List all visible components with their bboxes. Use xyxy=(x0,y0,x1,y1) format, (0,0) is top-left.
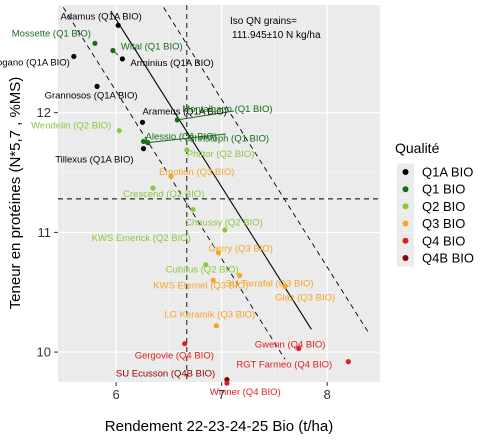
data-point xyxy=(345,359,351,365)
data-point xyxy=(213,323,219,329)
data-point xyxy=(119,56,125,62)
point-label: Mossette (Q1 BIO) xyxy=(12,28,91,39)
point-label: Crescend (Q2 BIO) xyxy=(123,189,204,200)
point-label: Grannosos (Q1A BIO) xyxy=(45,90,138,101)
montalbano-leader xyxy=(177,110,235,121)
data-point xyxy=(115,22,121,28)
point-label: KWS Emerick (Q2 BIO) xyxy=(92,233,191,244)
legend-title: Qualité xyxy=(395,140,440,156)
point-label: Wital (Q1 BIO) xyxy=(121,41,183,52)
point-label: Wendelin (Q2 BIO) xyxy=(31,121,111,132)
point-label: Togano (Q1A BIO) xyxy=(0,57,70,68)
legend-item-label: Q4B BIO xyxy=(422,251,474,266)
point-label: Tillexus (Q1A BIO) xyxy=(55,155,133,166)
legend-marker xyxy=(402,255,409,261)
point-label: LG Keramik (Q3 BIO) xyxy=(164,310,255,321)
y-axis-title: Teneur en protéines (N*5,7 , %MS) xyxy=(7,77,24,310)
point-label: Arminius (Q1A BIO) xyxy=(130,58,213,69)
data-point xyxy=(236,272,243,279)
data-point xyxy=(296,345,302,352)
data-point xyxy=(116,128,122,134)
legend-marker xyxy=(402,237,409,244)
point-label: Alessio (Q1 BIO) xyxy=(146,131,217,142)
point-label: Glaz (Q3 BIO) xyxy=(275,292,335,303)
point-label: SU Tarrafal (Q3 BIO) xyxy=(226,278,314,289)
point-label: Montalbano (Q1 BIO) xyxy=(182,104,272,115)
point-label: Arameus (Q1A BIO) xyxy=(142,106,226,117)
data-point xyxy=(210,277,216,283)
data-point xyxy=(140,146,147,152)
plot-panel xyxy=(58,5,380,382)
point-label: Chaussy (Q2 BIO) xyxy=(185,218,263,229)
legend-marker xyxy=(402,203,409,210)
legend-marker xyxy=(402,186,409,193)
point-label: Gergovie (Q4 BIO) xyxy=(135,351,214,362)
y-tick-label: 12 xyxy=(37,105,51,120)
y-tick-label: 10 xyxy=(37,345,51,360)
y-tick-label: 11 xyxy=(38,225,52,240)
iso-annotation-line1: Iso QN grains= xyxy=(230,16,297,27)
point-label: Winner (Q4 BIO) xyxy=(210,387,281,398)
data-point xyxy=(150,185,156,191)
data-point xyxy=(140,138,147,145)
point-label: Cubitus (Q2 BIO) xyxy=(166,265,239,276)
data-point xyxy=(184,147,190,153)
point-label: Gerry (Q3 BIO) xyxy=(208,244,272,255)
legend-item-label: Q2 BIO xyxy=(422,199,465,214)
data-point xyxy=(182,341,188,347)
legend-marker xyxy=(402,169,409,175)
legend: Qualité Q1A BIO Q1 BIO Q2 BIO Q3 BIO Q4 BIO Q… xyxy=(395,140,474,267)
data-point xyxy=(92,40,98,46)
x-axis-title: Rendement 22-23-24-25 Bio (t/ha) xyxy=(105,418,333,435)
data-point xyxy=(174,117,180,123)
christoph-leader xyxy=(147,133,227,144)
y-axis-ticks: 10 11 12 xyxy=(37,105,58,360)
data-point xyxy=(190,207,196,213)
x-tick-label: 7 xyxy=(218,387,225,402)
legend-item-label: Q1A BIO xyxy=(422,165,473,180)
point-label: Christoph (Q1 BIO) xyxy=(188,134,269,145)
point-label: Philtor (Q2 BIO) xyxy=(187,149,255,160)
data-points xyxy=(71,22,351,386)
point-label: Emotion (Q3 BIO) xyxy=(159,167,235,178)
data-point xyxy=(168,173,174,179)
data-point xyxy=(145,140,151,146)
legend-item-label: Q4 BIO xyxy=(422,233,465,248)
legend-marker xyxy=(402,220,409,227)
data-point xyxy=(94,83,100,89)
point-label: RGT Farmeo (Q4 BIO) xyxy=(236,360,332,371)
legend-item-label: Q1 BIO xyxy=(422,182,465,197)
point-label: SU Ecusson (Q4B BIO) xyxy=(116,369,215,380)
data-point xyxy=(110,47,116,54)
x-tick-label: 6 xyxy=(112,387,119,402)
x-tick-label: 8 xyxy=(324,387,331,402)
iso-qn-center-line xyxy=(110,10,312,330)
x-axis-ticks: 6 7 8 xyxy=(112,382,331,402)
data-point xyxy=(282,283,288,289)
data-point xyxy=(139,119,146,125)
point-labels: Adamus (Q1A BIO) Mossette (Q1 BIO) Wital (… xyxy=(0,11,335,398)
legend-item-label: Q3 BIO xyxy=(422,216,465,231)
iso-qn-lower-bound xyxy=(62,7,286,360)
data-point xyxy=(203,262,209,268)
iso-qn-upper-bound xyxy=(163,7,370,335)
data-point xyxy=(222,227,228,233)
data-point xyxy=(224,377,230,383)
point-label: Adamus (Q1A BIO) xyxy=(61,11,142,22)
data-point xyxy=(215,250,222,256)
grid-lines xyxy=(58,5,381,382)
point-label: Gwenn (Q4 BIO) xyxy=(255,339,326,350)
iso-annotation-line2: 111.945±10 N kg/ha xyxy=(232,30,321,41)
data-point xyxy=(224,380,230,386)
data-point xyxy=(71,53,77,60)
point-label: KWS Eternel (Q3 BIO) xyxy=(153,280,248,291)
regression-lines xyxy=(62,7,370,360)
